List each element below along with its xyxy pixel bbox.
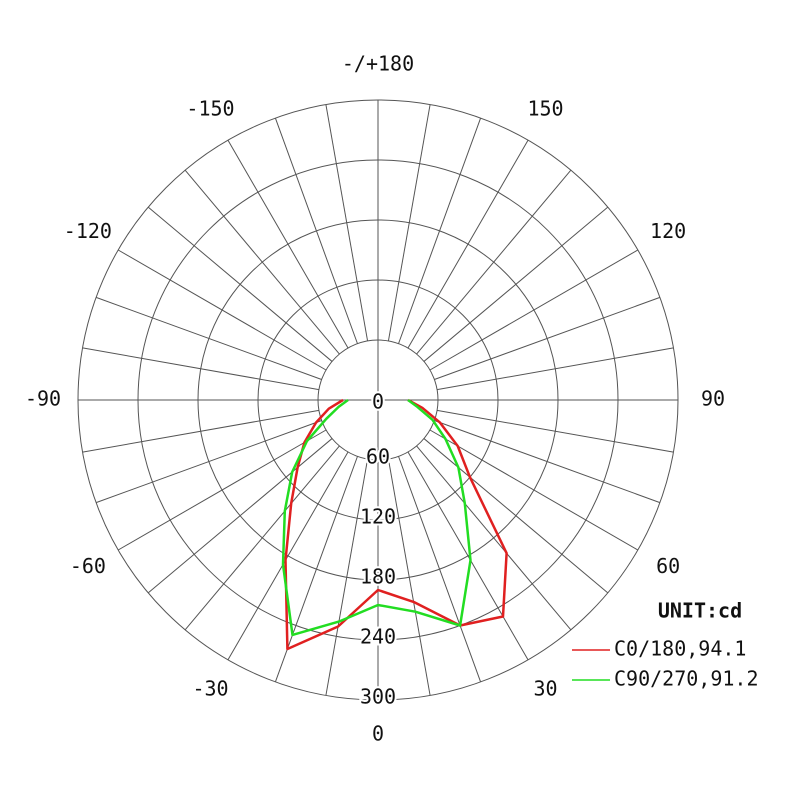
spoke	[416, 169, 572, 355]
radial-label: 0	[372, 390, 384, 414]
legend-label: C0/180,94.1	[614, 637, 746, 661]
angle-label: -120	[64, 219, 112, 243]
spoke	[434, 296, 661, 380]
angle-label: -90	[25, 387, 61, 411]
spoke	[117, 429, 327, 551]
angle-label: -150	[186, 96, 234, 120]
legend-label: C90/270,91.2	[614, 667, 759, 691]
spoke	[423, 206, 609, 362]
series-line	[281, 398, 472, 637]
angle-label: 0	[372, 722, 384, 746]
spoke	[325, 459, 369, 696]
spoke	[95, 420, 322, 504]
spoke	[227, 451, 349, 661]
grid	[77, 99, 679, 701]
radial-label: 60	[366, 445, 390, 469]
spoke	[325, 104, 369, 341]
spoke	[429, 249, 639, 371]
spoke	[437, 347, 674, 391]
spoke	[184, 445, 340, 631]
spoke	[387, 459, 431, 696]
spoke	[407, 451, 529, 661]
spoke	[147, 438, 333, 594]
spoke	[82, 409, 319, 453]
angle-label: 120	[650, 219, 686, 243]
angle-label: 150	[527, 96, 563, 120]
angle-label: 30	[533, 677, 557, 701]
spoke	[437, 409, 674, 453]
radial-label: 180	[360, 565, 396, 589]
spoke	[274, 117, 358, 344]
angle-label: 60	[656, 554, 680, 578]
spoke	[387, 104, 431, 341]
series-line	[284, 398, 508, 651]
unit-label: UNIT:cd	[658, 599, 742, 623]
angle-label: -60	[70, 554, 106, 578]
spoke	[434, 420, 661, 504]
spoke	[407, 139, 529, 349]
spoke	[398, 456, 482, 683]
spoke	[82, 347, 319, 391]
spoke	[117, 249, 327, 371]
spoke	[184, 169, 340, 355]
spoke	[429, 429, 639, 551]
spoke	[95, 296, 322, 380]
spoke	[398, 117, 482, 344]
spoke	[147, 206, 333, 362]
angle-label: -/+180	[342, 52, 414, 76]
radial-label: 240	[360, 625, 396, 649]
spoke	[416, 445, 572, 631]
spoke	[423, 438, 609, 594]
spoke	[274, 456, 358, 683]
angle-label: 90	[701, 387, 725, 411]
angle-label: -30	[192, 677, 228, 701]
spoke	[227, 139, 349, 349]
radial-label: 120	[360, 505, 396, 529]
radial-label: 300	[360, 685, 396, 709]
